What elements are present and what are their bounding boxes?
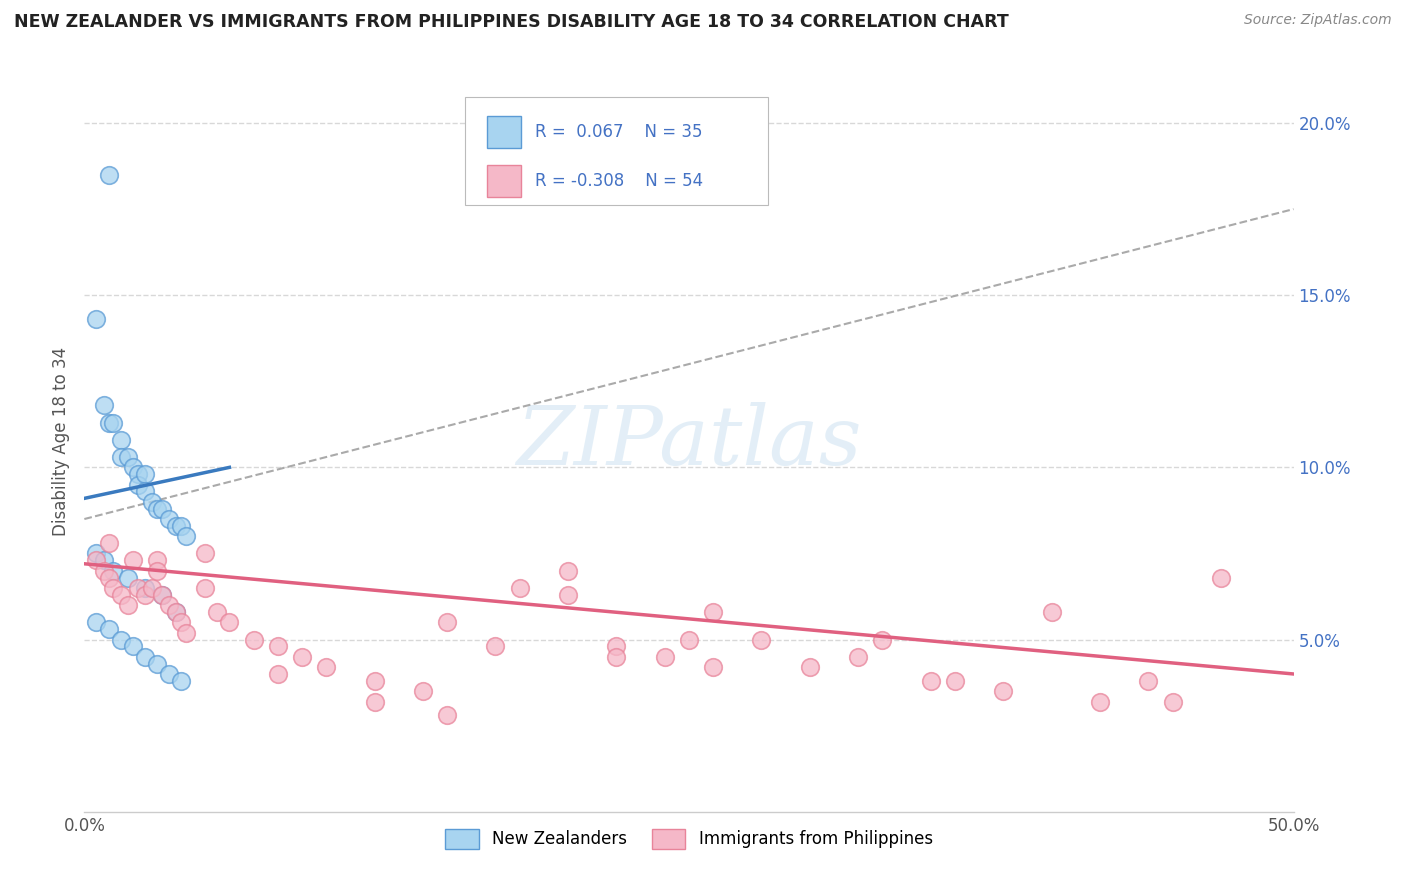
Point xyxy=(1137,673,1160,688)
Point xyxy=(127,581,149,595)
Point xyxy=(267,667,290,681)
Point xyxy=(218,615,240,630)
Point xyxy=(1161,694,1184,708)
Point xyxy=(103,564,125,578)
Point xyxy=(174,625,197,640)
Point xyxy=(121,553,143,567)
Point xyxy=(943,673,966,688)
Point xyxy=(103,581,125,595)
Point xyxy=(150,501,173,516)
Point xyxy=(141,581,163,595)
Point xyxy=(134,588,156,602)
Point xyxy=(86,615,108,630)
Point xyxy=(157,512,180,526)
Point xyxy=(150,588,173,602)
Point xyxy=(103,416,125,430)
Point xyxy=(242,632,264,647)
Point xyxy=(509,581,531,595)
Point xyxy=(97,570,120,584)
Point xyxy=(97,168,120,182)
Bar xyxy=(486,165,520,197)
Text: R = -0.308    N = 54: R = -0.308 N = 54 xyxy=(536,172,703,190)
Point xyxy=(436,708,458,723)
Point xyxy=(110,588,132,602)
Point xyxy=(751,632,773,647)
Point xyxy=(110,433,132,447)
Point xyxy=(170,615,193,630)
Point xyxy=(267,640,290,654)
Point xyxy=(207,605,229,619)
Legend: New Zealanders, Immigrants from Philippines: New Zealanders, Immigrants from Philippi… xyxy=(439,822,939,855)
Point xyxy=(291,649,314,664)
Point xyxy=(557,564,579,578)
Point xyxy=(134,649,156,664)
Point xyxy=(150,588,173,602)
Point xyxy=(165,605,187,619)
Point xyxy=(157,667,180,681)
Point xyxy=(127,467,149,482)
Point xyxy=(363,694,385,708)
Point xyxy=(141,495,163,509)
Point xyxy=(117,450,139,464)
Point xyxy=(93,564,115,578)
Point xyxy=(872,632,894,647)
Point xyxy=(97,536,120,550)
Point xyxy=(117,570,139,584)
Point xyxy=(1088,694,1111,708)
Point xyxy=(1209,570,1232,584)
Point xyxy=(110,450,132,464)
Point xyxy=(363,673,385,688)
Point xyxy=(165,519,187,533)
Point xyxy=(86,553,108,567)
Point xyxy=(194,546,217,560)
Point xyxy=(146,657,169,671)
Point xyxy=(846,649,869,664)
Point xyxy=(557,588,579,602)
Point xyxy=(436,615,458,630)
Point xyxy=(121,640,143,654)
Point xyxy=(799,660,821,674)
Y-axis label: Disability Age 18 to 34: Disability Age 18 to 34 xyxy=(52,347,70,536)
Point xyxy=(127,477,149,491)
Point xyxy=(1040,605,1063,619)
Point xyxy=(678,632,700,647)
Point xyxy=(605,640,627,654)
Point xyxy=(654,649,676,664)
Point xyxy=(86,546,108,560)
Point xyxy=(146,553,169,567)
Text: R =  0.067    N = 35: R = 0.067 N = 35 xyxy=(536,122,703,141)
Point xyxy=(702,605,724,619)
FancyBboxPatch shape xyxy=(465,97,768,204)
Point xyxy=(134,484,156,499)
Text: Source: ZipAtlas.com: Source: ZipAtlas.com xyxy=(1244,13,1392,28)
Point xyxy=(134,581,156,595)
Point xyxy=(315,660,337,674)
Point xyxy=(157,598,180,612)
Point xyxy=(702,660,724,674)
Point xyxy=(134,467,156,482)
Point xyxy=(110,632,132,647)
Text: NEW ZEALANDER VS IMMIGRANTS FROM PHILIPPINES DISABILITY AGE 18 TO 34 CORRELATION: NEW ZEALANDER VS IMMIGRANTS FROM PHILIPP… xyxy=(14,13,1010,31)
Point xyxy=(97,622,120,636)
Point xyxy=(117,598,139,612)
Point xyxy=(93,553,115,567)
Point xyxy=(170,673,193,688)
Point xyxy=(86,312,108,326)
Point xyxy=(194,581,217,595)
Point xyxy=(165,605,187,619)
Point xyxy=(121,460,143,475)
Text: ZIPatlas: ZIPatlas xyxy=(516,401,862,482)
Point xyxy=(412,684,434,698)
Point xyxy=(146,501,169,516)
Point xyxy=(170,519,193,533)
Point xyxy=(93,398,115,412)
Point xyxy=(484,640,506,654)
Point xyxy=(97,416,120,430)
Point xyxy=(174,529,197,543)
Point xyxy=(920,673,942,688)
Point xyxy=(146,564,169,578)
Bar xyxy=(486,116,520,148)
Point xyxy=(605,649,627,664)
Point xyxy=(993,684,1015,698)
